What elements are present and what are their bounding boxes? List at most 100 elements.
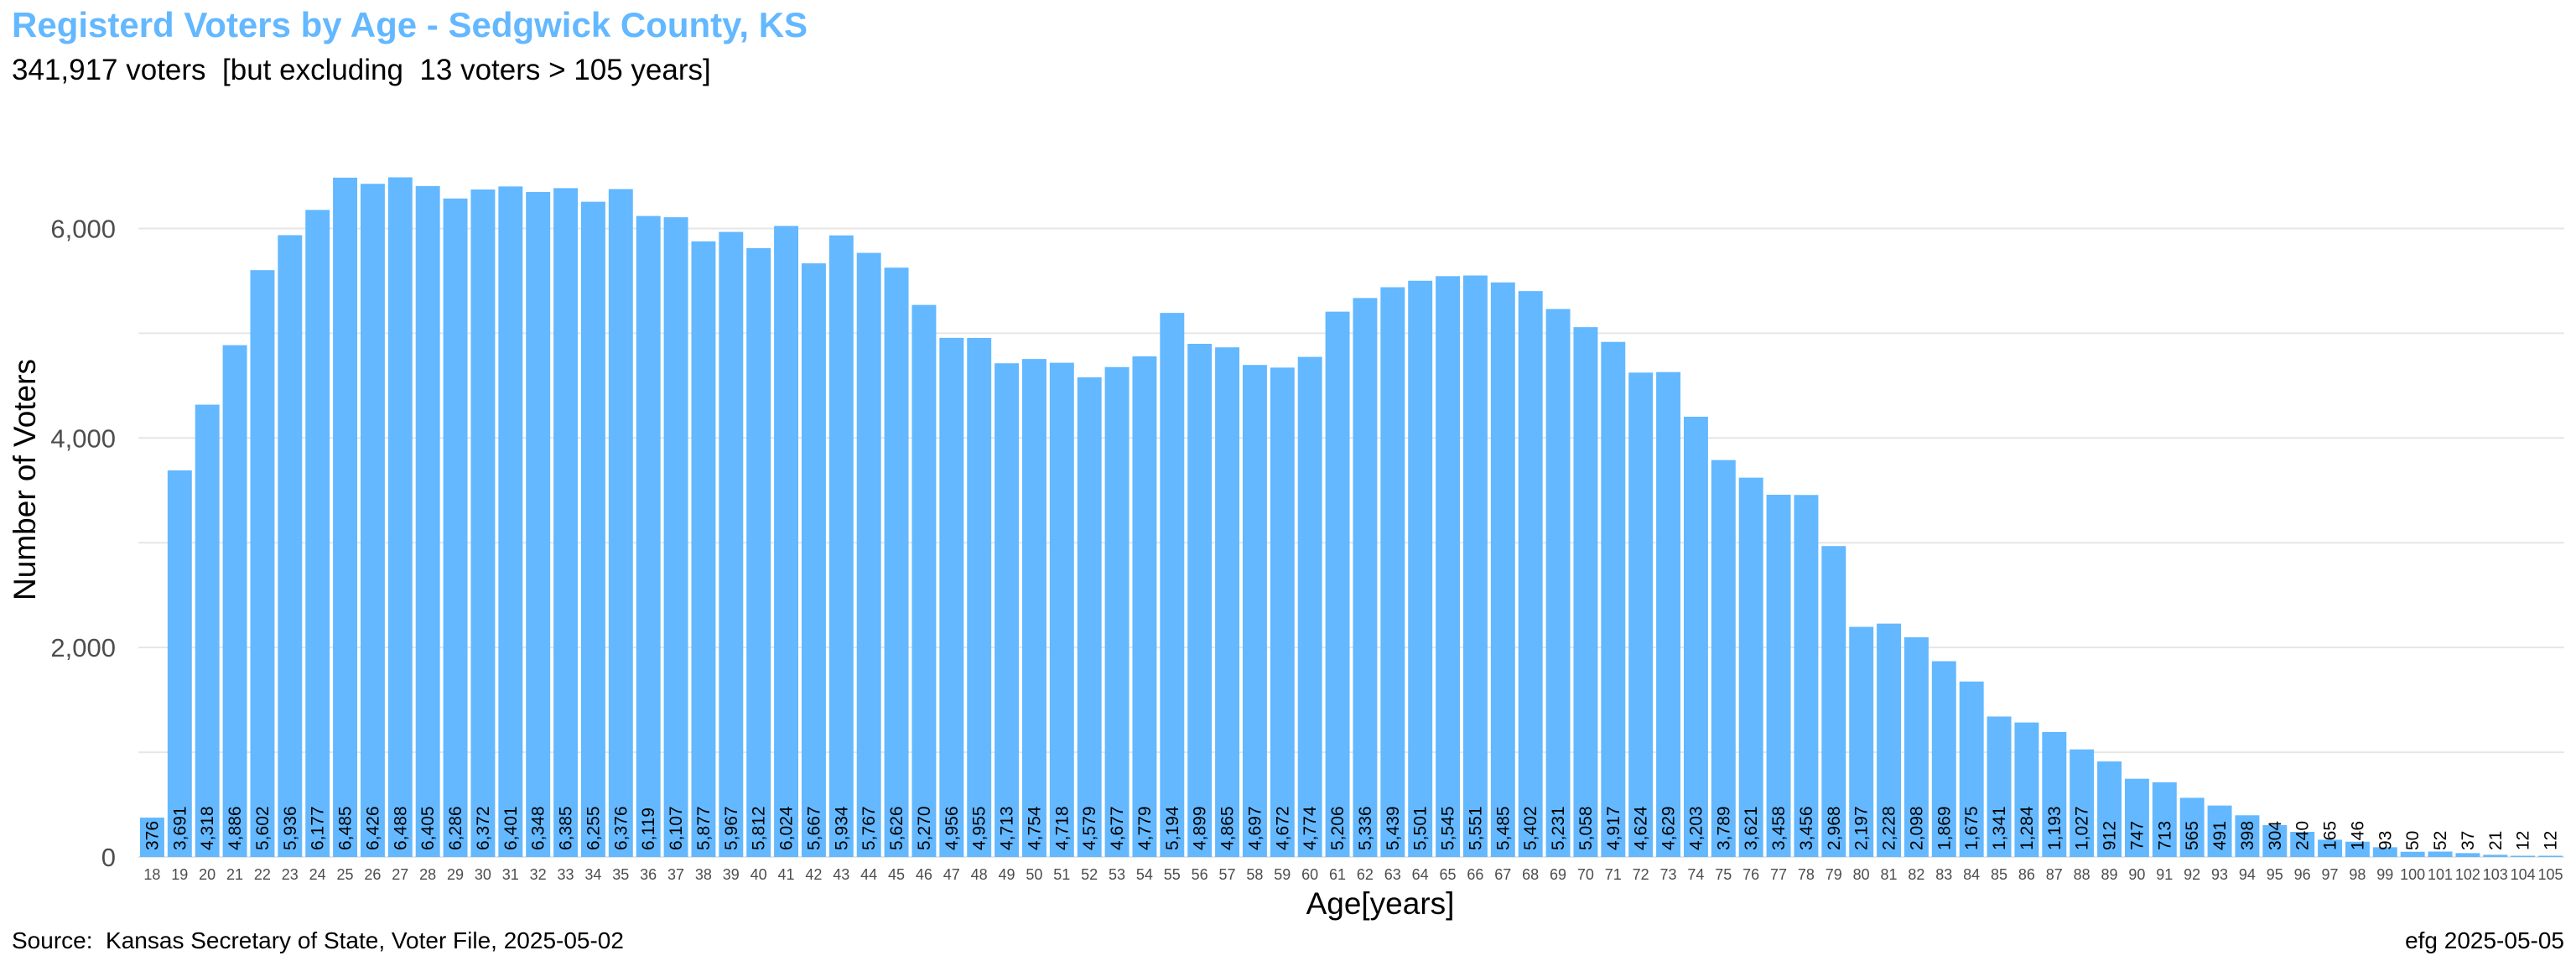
bar — [801, 263, 826, 857]
source-caption: Source: Kansas Secretary of State, Voter… — [12, 927, 624, 953]
x-tick-label: 56 — [1192, 866, 1208, 883]
bar — [2400, 851, 2425, 857]
x-tick-label: 50 — [1026, 866, 1042, 883]
value-label: 6,372 — [474, 806, 493, 850]
bar — [167, 470, 192, 857]
x-tick-label: 102 — [2455, 866, 2480, 883]
value-label: 6,385 — [557, 806, 576, 850]
bar — [2455, 853, 2480, 857]
bar — [1573, 327, 1598, 858]
bar — [1297, 356, 1322, 857]
x-tick-label: 100 — [2400, 866, 2425, 883]
x-tick-label: 66 — [1467, 866, 1483, 883]
x-tick-label: 35 — [612, 866, 629, 883]
x-tick-label: 88 — [2074, 866, 2090, 883]
x-tick-label: 33 — [558, 866, 574, 883]
x-tick-label: 78 — [1798, 866, 1815, 883]
x-tick-label: 28 — [419, 866, 436, 883]
value-label: 1,284 — [2018, 806, 2037, 850]
value-label: 5,812 — [750, 806, 769, 850]
x-tick-label: 84 — [1963, 866, 1980, 883]
value-label: 4,203 — [1686, 806, 1706, 850]
bar — [2207, 805, 2232, 857]
bar — [415, 185, 440, 858]
x-tick-label: 24 — [309, 866, 326, 883]
bar — [222, 345, 247, 857]
value-label: 2,098 — [1907, 806, 1926, 850]
value-label: 4,677 — [1108, 806, 1127, 850]
x-tick-label: 57 — [1219, 866, 1236, 883]
bar — [1490, 282, 1515, 858]
bar — [967, 337, 992, 858]
bar — [1077, 377, 1102, 858]
y-tick-label: 6,000 — [50, 214, 116, 243]
bar — [636, 216, 661, 857]
bar — [1353, 298, 1378, 858]
value-label: 5,545 — [1439, 806, 1458, 850]
value-label: 4,624 — [1632, 806, 1651, 850]
value-label: 5,270 — [915, 806, 934, 850]
value-label: 5,936 — [281, 806, 300, 850]
bar — [553, 188, 579, 857]
bar — [2235, 815, 2260, 857]
bar — [1462, 275, 1488, 857]
value-label: 5,336 — [1356, 806, 1375, 850]
x-tick-label: 86 — [2018, 866, 2035, 883]
x-tick-label: 65 — [1440, 866, 1457, 883]
bar — [305, 210, 330, 858]
value-label: 1,341 — [1990, 806, 2009, 850]
bar — [2511, 855, 2536, 857]
y-tick-label: 4,000 — [50, 423, 116, 453]
x-tick-label: 42 — [805, 866, 822, 883]
bar — [884, 267, 909, 857]
x-tick-label: 91 — [2156, 866, 2173, 883]
x-tick-label: 77 — [1770, 866, 1787, 883]
value-label: 4,956 — [943, 806, 962, 850]
bar — [333, 177, 358, 857]
x-tick-label: 92 — [2184, 866, 2200, 883]
value-label: 5,551 — [1466, 806, 1485, 850]
x-tick-label: 47 — [943, 866, 960, 883]
value-label: 4,579 — [1080, 806, 1099, 850]
bar — [1436, 276, 1461, 857]
x-tick-label: 59 — [1274, 866, 1291, 883]
bar — [2372, 847, 2397, 857]
bar — [278, 235, 303, 857]
x-tick-label: 71 — [1605, 866, 1622, 883]
x-tick-label: 38 — [695, 866, 712, 883]
x-tick-label: 45 — [888, 866, 905, 883]
value-label: 4,697 — [1245, 806, 1265, 850]
x-tick-label: 22 — [254, 866, 271, 883]
bar — [1408, 280, 1433, 857]
y-tick-label: 2,000 — [50, 633, 116, 662]
bar — [195, 404, 220, 857]
value-label: 3,458 — [1769, 806, 1789, 850]
value-label: 4,917 — [1604, 806, 1623, 850]
bar — [1849, 626, 1874, 857]
x-tick-label: 75 — [1715, 866, 1732, 883]
x-tick-label: 98 — [2349, 866, 2366, 883]
value-label: 5,194 — [1163, 806, 1182, 850]
x-tick-label: 101 — [2428, 866, 2453, 883]
x-tick-label: 58 — [1246, 866, 1263, 883]
x-tick-label: 53 — [1109, 866, 1125, 883]
value-label: 5,402 — [1521, 806, 1540, 850]
value-label: 747 — [2127, 821, 2147, 850]
x-tick-label: 18 — [143, 866, 160, 883]
x-tick-label: 95 — [2267, 866, 2283, 883]
bar — [1325, 311, 1350, 857]
x-tick-label: 27 — [392, 866, 408, 883]
bar — [1380, 287, 1405, 857]
x-tick-label: 69 — [1550, 866, 1566, 883]
bar — [828, 235, 854, 857]
x-axis-title: Age[years] — [1306, 886, 1455, 921]
x-tick-label: 19 — [171, 866, 188, 883]
value-label: 6,426 — [363, 806, 382, 850]
x-tick-label: 52 — [1081, 866, 1098, 883]
value-label: 6,348 — [529, 806, 548, 850]
x-tick-label: 49 — [999, 866, 1015, 883]
bar — [387, 177, 413, 857]
value-label: 5,767 — [860, 806, 879, 850]
value-label: 52 — [2431, 831, 2450, 850]
